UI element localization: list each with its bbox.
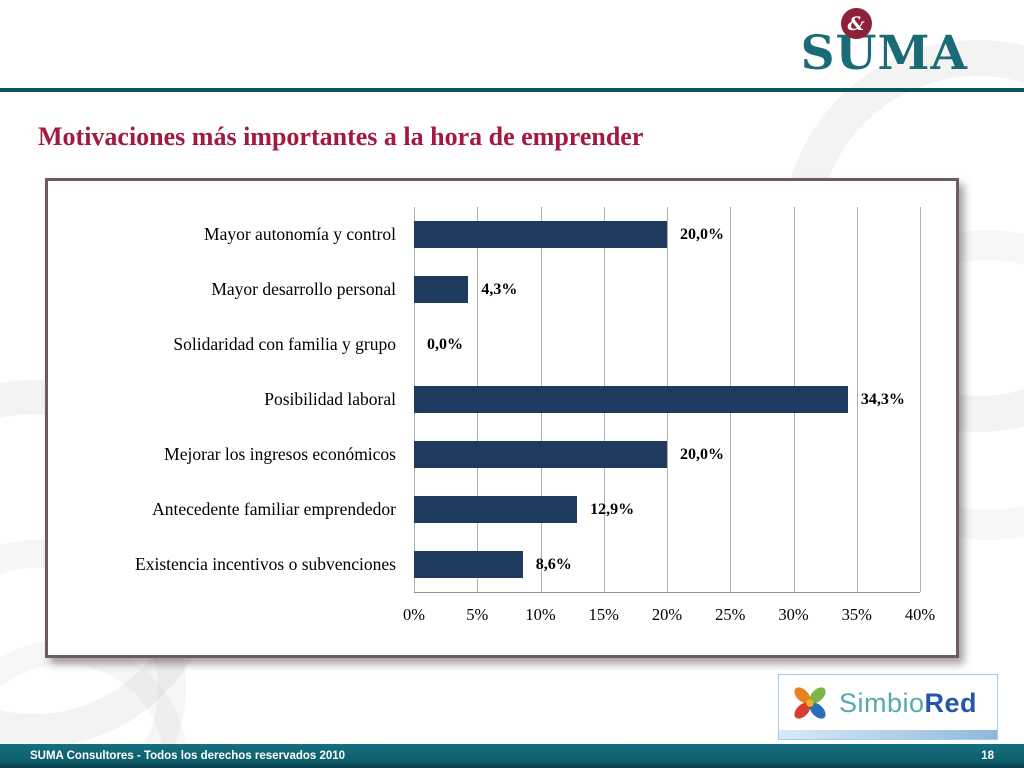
bar-row: 4,3% xyxy=(414,262,920,317)
x-tick-label: 5% xyxy=(466,605,489,624)
bar-value-label: 0,0% xyxy=(427,335,463,353)
x-tick-label: 35% xyxy=(841,605,872,624)
ampersand-badge-icon: & xyxy=(840,8,872,39)
bar-row: 34,3% xyxy=(414,372,920,427)
bar-chart: Mayor autonomía y control Mayor desarroll… xyxy=(48,181,956,655)
bar-row: 20,0% xyxy=(414,207,920,262)
x-tick-label: 0% xyxy=(403,605,425,624)
bar-value-label: 20,0% xyxy=(680,445,724,463)
suma-logo: SUMA & xyxy=(801,6,968,77)
value-axis: 0% 5% 10% 15% 20% 25% 30% 35% 40% xyxy=(403,593,935,639)
bar xyxy=(414,276,469,303)
bar-row: 12,9% xyxy=(414,482,920,537)
bar-value-label: 20,0% xyxy=(680,225,724,243)
category-label: Mayor desarrollo personal xyxy=(211,279,396,299)
bar xyxy=(414,496,578,523)
bar-value-label: 8,6% xyxy=(535,555,572,573)
category-label: Mayor autonomía y control xyxy=(204,224,396,244)
red-text: Red xyxy=(924,687,978,718)
simbiored-pinwheel-icon xyxy=(794,687,826,719)
footer-bar: SUMA Consultores - Todos los derechos re… xyxy=(0,744,1024,768)
gridline xyxy=(856,207,858,592)
category-label: Antecedente familiar emprendedor xyxy=(152,499,396,519)
bar-value-label: 12,9% xyxy=(590,500,635,518)
category-label: Mejorar los ingresos económicos xyxy=(164,444,396,464)
bar xyxy=(414,441,667,468)
bar-row: 8,6% xyxy=(414,537,920,592)
x-tick-label: 25% xyxy=(715,605,746,624)
category-label: Solidaridad con familia y grupo xyxy=(173,334,396,354)
bar-row: 0,0% xyxy=(414,317,920,372)
axis-spacer xyxy=(62,593,414,639)
category-label: Posibilidad laboral xyxy=(264,389,396,409)
value-axis-row: 0% 5% 10% 15% 20% 25% 30% 35% 40% xyxy=(62,593,956,639)
page-title: Motivaciones más importantes a la hora d… xyxy=(38,122,644,151)
bar-row: 20,0% xyxy=(414,427,920,482)
simbiored-logo: SimbioRed xyxy=(778,674,998,740)
simbiored-bottom-strip xyxy=(779,730,997,739)
gridline xyxy=(920,207,921,592)
header-divider xyxy=(0,88,1024,92)
x-tick-label: 20% xyxy=(651,605,683,624)
bar-value-label: 4,3% xyxy=(481,280,518,298)
simbio-text: Simbio xyxy=(839,687,925,718)
chart-frame: Mayor autonomía y control Mayor desarroll… xyxy=(45,178,959,658)
bar xyxy=(414,386,848,413)
bar xyxy=(414,551,523,578)
simbiored-wordmark: SimbioRed xyxy=(839,688,977,719)
bars-layer: 20,0% 4,3% 0,0% 34,3% 20,0% 12,9% 8,6% xyxy=(414,207,920,592)
x-tick-label: 30% xyxy=(778,605,809,624)
bar-value-label: 34,3% xyxy=(860,390,905,408)
chart-plot-region: Mayor autonomía y control Mayor desarroll… xyxy=(62,207,956,593)
footer-copyright: SUMA Consultores - Todos los derechos re… xyxy=(30,750,346,762)
x-tick-label: 10% xyxy=(525,605,556,624)
bar xyxy=(414,221,667,248)
suma-logo-text: SUMA xyxy=(800,26,968,81)
category-label: Existencia incentivos o subvenciones xyxy=(135,554,396,574)
page-number: 18 xyxy=(981,750,994,762)
x-tick-label: 15% xyxy=(588,605,619,624)
x-tick-label: 40% xyxy=(904,605,936,624)
ampersand-glyph: & xyxy=(847,12,865,35)
category-axis: Mayor autonomía y control Mayor desarroll… xyxy=(62,207,414,593)
plot-area: 20,0% 4,3% 0,0% 34,3% 20,0% 12,9% 8,6% xyxy=(414,207,921,593)
